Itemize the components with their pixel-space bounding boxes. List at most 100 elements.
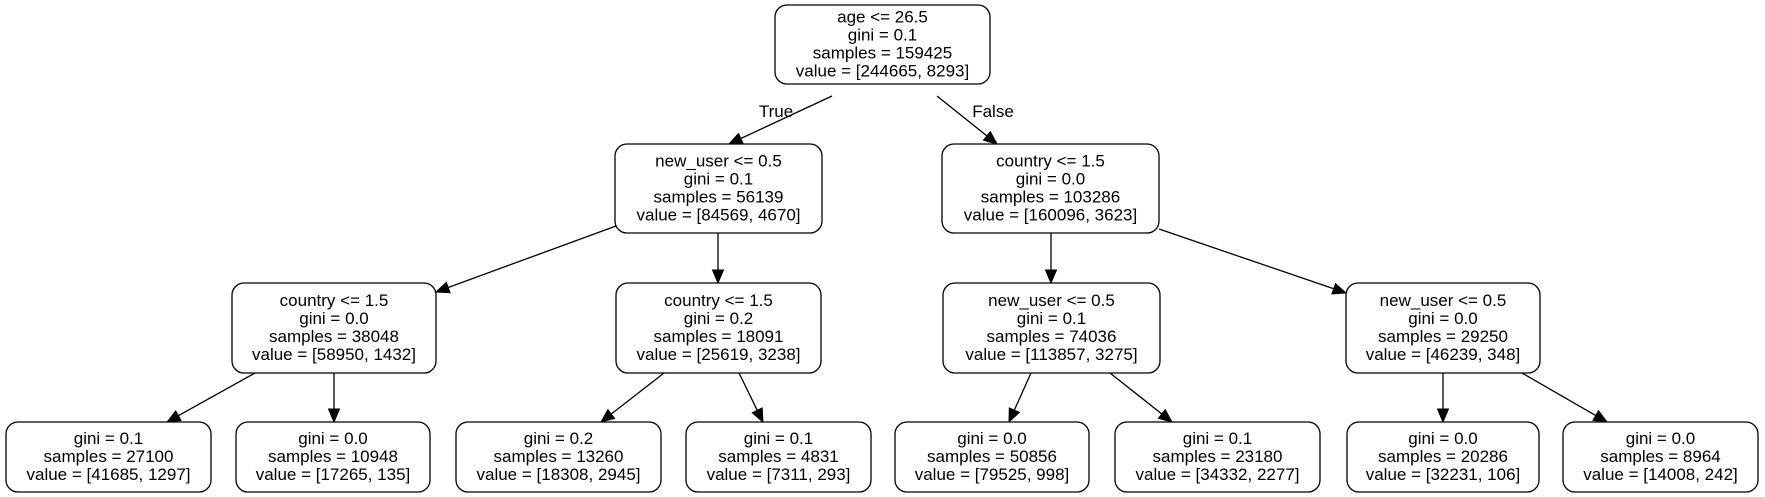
edges-layer: True False	[165, 95, 1609, 424]
node-box	[5, 421, 212, 493]
node-text-line: gini = 0.1	[848, 26, 917, 45]
node-text-line: samples = 4831	[718, 447, 839, 466]
node-box	[1345, 282, 1541, 374]
node-text-line: value = [17265, 135]	[256, 465, 411, 484]
node-box	[685, 421, 872, 493]
node-text-line: samples = 20286	[1378, 447, 1508, 466]
node-text-line: gini = 0.0	[1408, 429, 1477, 448]
node-box	[942, 282, 1161, 374]
node-text-line: value = [34332, 2277]	[1136, 465, 1300, 484]
edge-n0-n2: False	[936, 95, 1014, 145]
node-text-line: value = [32231, 106]	[1366, 465, 1521, 484]
edge-n0-n1: True	[727, 95, 833, 145]
node-text-line: gini = 0.1	[1183, 429, 1252, 448]
node-text-line: gini = 0.0	[957, 429, 1026, 448]
node-text-line: gini = 0.0	[1626, 429, 1695, 448]
edge-n1-n3	[434, 225, 617, 294]
node-text-line: value = [84569, 4670]	[637, 206, 801, 225]
arrowhead-icon	[1331, 282, 1348, 295]
edge-n1-n4	[711, 233, 725, 285]
node-box	[1346, 421, 1540, 493]
edge-line	[1521, 372, 1597, 417]
node-text-line: gini = 0.2	[684, 309, 753, 328]
edge-line	[447, 225, 617, 289]
arrowhead-icon	[982, 130, 998, 145]
node-box	[235, 421, 431, 493]
edge-n2-n6	[1158, 228, 1348, 295]
edge-line	[1109, 372, 1163, 415]
node-box	[614, 143, 823, 234]
node-text-line: samples = 27100	[44, 447, 174, 466]
node-box	[1114, 421, 1321, 493]
edge-line	[178, 372, 256, 417]
node-text-line: samples = 18091	[654, 327, 784, 346]
edge-line	[610, 372, 665, 415]
node-text-line: value = [113857, 3275]	[965, 345, 1137, 364]
node-text-line: country <= 1.5	[996, 152, 1105, 171]
node-box	[455, 421, 662, 493]
arrowhead-icon	[751, 407, 764, 424]
node-text-line: samples = 13260	[494, 447, 624, 466]
node-text-line: gini = 0.1	[684, 170, 753, 189]
edge-label-false: False	[972, 102, 1014, 121]
node-box	[231, 282, 437, 374]
node-text-line: value = [244665, 8293]	[796, 62, 969, 81]
edge-n2-n5	[1044, 233, 1058, 285]
node-text-line: samples = 159425	[813, 44, 952, 63]
edge-n3-n8	[327, 373, 341, 424]
node-text-line: gini = 0.0	[1408, 309, 1477, 328]
node-text-line: new_user <= 0.5	[988, 291, 1115, 310]
node-text-line: value = [14008, 242]	[1583, 465, 1738, 484]
node-text-line: gini = 0.0	[1016, 170, 1085, 189]
edge-label-true: True	[759, 102, 793, 121]
edge-line	[738, 372, 758, 411]
node-box	[941, 143, 1160, 234]
node-text-line: value = [18308, 2945]	[477, 465, 641, 484]
edge-line	[936, 95, 988, 137]
node-box	[894, 421, 1090, 493]
node-text-line: value = [25619, 3238]	[637, 345, 801, 364]
node-text-line: value = [46239, 348]	[1366, 345, 1521, 364]
node-text-line: samples = 103286	[981, 188, 1120, 207]
node-text-line: samples = 10948	[268, 447, 398, 466]
node-text-line: gini = 0.2	[524, 429, 593, 448]
edge-n3-n7	[165, 372, 256, 423]
node-text-line: samples = 38048	[269, 327, 399, 346]
node-text-line: new_user <= 0.5	[655, 152, 782, 171]
arrowhead-icon	[1157, 408, 1174, 423]
arrowhead-icon	[599, 408, 616, 423]
node-text-line: value = [7311, 293]	[707, 465, 851, 484]
arrowhead-icon	[327, 408, 341, 424]
node-text-line: country <= 1.5	[664, 291, 773, 310]
node-text-line: samples = 29250	[1378, 327, 1508, 346]
node-text-line: samples = 23180	[1153, 447, 1283, 466]
edge-n5-n11	[1008, 372, 1032, 424]
node-text-line: value = [79525, 998]	[915, 465, 1070, 484]
node-text-line: samples = 56139	[654, 188, 784, 207]
node-text-line: value = [41685, 1297]	[27, 465, 191, 484]
edge-n5-n12	[1109, 372, 1174, 423]
node-text-line: new_user <= 0.5	[1380, 291, 1507, 310]
edge-n4-n9	[599, 372, 665, 423]
arrowhead-icon	[1044, 269, 1058, 285]
edge-line	[1158, 228, 1334, 290]
node-text-line: samples = 50856	[927, 447, 1057, 466]
node-box	[615, 282, 822, 374]
node-text-line: value = [58950, 1432]	[252, 345, 416, 364]
node-box	[1562, 421, 1759, 493]
edge-line	[1013, 372, 1032, 411]
edge-n4-n10	[738, 372, 764, 424]
arrowhead-icon	[727, 132, 744, 145]
edge-n6-n13	[1436, 373, 1450, 424]
node-text-line: gini = 0.1	[744, 429, 813, 448]
